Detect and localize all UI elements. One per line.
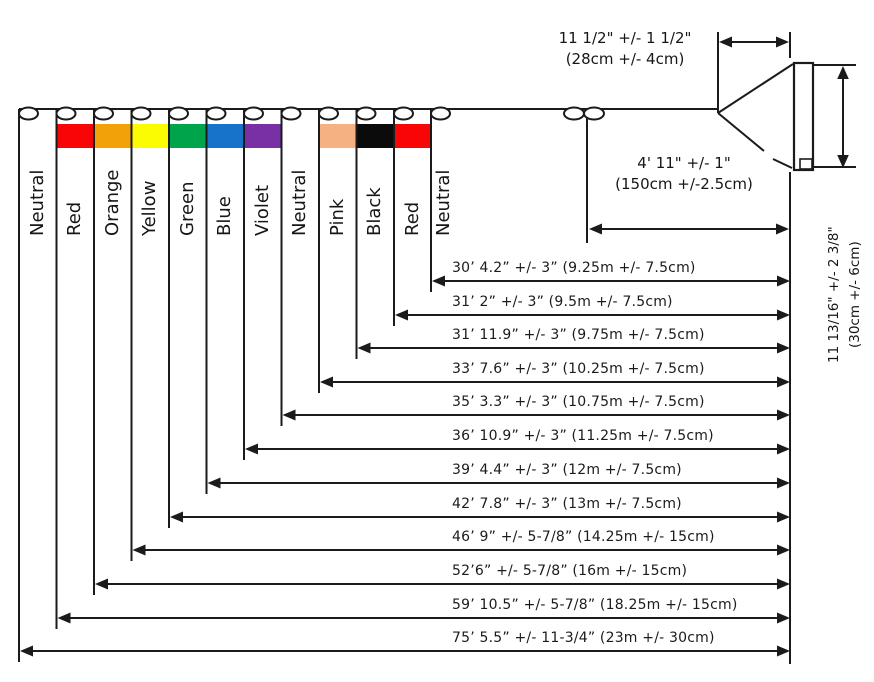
lead-length-note: 4' 11" +/- 1" (150cm +/-2.5cm): [584, 153, 784, 195]
dim-row-label: 46’ 9” +/- 5-7/8” (14.25m +/- 15cm): [452, 529, 715, 545]
dim-row-label: 31’ 2” +/- 3” (9.5m +/- 7.5cm): [452, 294, 673, 310]
ring-terminal-loop: [205, 106, 227, 121]
connector-body: [792, 61, 815, 172]
wire-label-neutral: Neutral: [26, 169, 48, 236]
dim-row-label: 30’ 4.2” +/- 3” (9.25m +/- 7.5cm): [452, 260, 696, 276]
lead-dim-left-arrowhead: [589, 223, 602, 235]
wire-label-neutral: Neutral: [433, 169, 454, 236]
lead-length-metric: (150cm +/-2.5cm): [615, 175, 753, 193]
wire-label-yellow: Yellow: [139, 180, 161, 236]
dim-left-arrowhead: [357, 342, 371, 354]
dim-row-label: 36’ 10.9” +/- 3” (11.25m +/- 7.5cm): [452, 428, 714, 444]
dim-left-arrowhead: [132, 544, 146, 556]
breakout-length-imperial: 11 1/2" +/- 1 1/2": [558, 29, 692, 47]
dim-right-arrowhead: [777, 477, 790, 489]
ring-terminal-loop: [430, 106, 451, 121]
ring-terminal-loop: [168, 106, 189, 121]
wire-label-black: Black: [364, 187, 386, 236]
lead-length-imperial: 4' 11" +/- 1": [637, 154, 731, 172]
wire-band-red: [394, 124, 431, 148]
dim-row-label: 31’ 11.9” +/- 3” (9.75m +/- 7.5cm): [452, 327, 705, 343]
dim-left-arrowhead: [207, 477, 221, 489]
ring-terminal-loop: [55, 106, 77, 121]
dim-right-arrowhead: [777, 275, 790, 287]
dim-right-arrowhead: [777, 578, 790, 590]
ring-terminal-loop: [130, 106, 152, 121]
dim-right-arrowhead: [777, 612, 790, 624]
dim-row-label: 33’ 7.6” +/- 3” (10.25m +/- 7.5cm): [452, 361, 705, 377]
wire-label-red: Red: [64, 201, 86, 236]
breakout-length-note: 11 1/2" +/- 1 1/2" (28cm +/- 4cm): [515, 28, 735, 70]
dim-left-arrowhead: [170, 511, 183, 523]
dim-right-arrowhead: [777, 511, 790, 523]
top-dim-right-arrowhead: [776, 36, 789, 48]
dim-row-label: 42’ 7.8” +/- 3” (13m +/- 7.5cm): [452, 496, 682, 512]
wire-band-violet: [244, 124, 282, 148]
dim-left-arrowhead: [395, 309, 408, 321]
dim-left-arrowhead: [245, 443, 258, 455]
ring-terminal-loop: [583, 106, 605, 121]
ring-terminal-loop: [563, 106, 585, 121]
connector-dim-up-arrowhead: [837, 66, 849, 79]
dim-right-arrowhead: [777, 544, 790, 556]
lead-dim-right-arrowhead: [776, 223, 789, 235]
ring-terminal-loop: [243, 106, 264, 121]
dim-left-arrowhead: [20, 645, 33, 657]
wire-label-pink: Pink: [326, 198, 348, 236]
wire-band-pink: [319, 124, 357, 148]
wire-band-blue: [206, 124, 244, 148]
wire-band-yellow: [131, 124, 169, 148]
dim-left-arrowhead: [320, 376, 333, 388]
dim-left-arrowhead: [432, 275, 445, 287]
ring-terminal-loop: [355, 106, 377, 121]
connector-height-note: 11 13/16" +/- 2 3/8" (30cm +/- 6cm): [824, 226, 866, 363]
wire-label-orange: Orange: [101, 169, 123, 236]
dim-right-arrowhead: [777, 409, 790, 421]
wire-label-red: Red: [401, 201, 423, 236]
dim-row-label: 52’6” +/- 5-7/8” (16m +/- 15cm): [452, 563, 688, 579]
dim-left-arrowhead: [57, 612, 71, 624]
connector-dim-down-arrowhead: [837, 155, 849, 168]
dim-left-arrowhead: [282, 409, 296, 421]
breakout-upper-line: [717, 63, 794, 114]
wire-band-orange: [94, 124, 132, 148]
wire-label-green: Green: [176, 181, 198, 236]
ring-terminal-loop: [280, 106, 302, 121]
dim-row-label: 59’ 10.5” +/- 5-7/8” (18.25m +/- 15cm): [452, 597, 738, 613]
dim-row-label: 75’ 5.5” +/- 11-3/4” (23m +/- 30cm): [452, 630, 715, 646]
breakout-length-metric: (28cm +/- 4cm): [565, 50, 685, 68]
ring-terminal-loop: [18, 106, 39, 121]
breakout-lower-line: [717, 112, 765, 152]
connector-height-imperial: 11 13/16" +/- 2 3/8": [826, 226, 842, 363]
dim-row-label: 39’ 4.4” +/- 3” (12m +/- 7.5cm): [452, 462, 682, 478]
dim-right-arrowhead: [777, 376, 790, 388]
wire-band-black: [356, 124, 394, 148]
wire-band-red: [56, 124, 94, 148]
ring-terminal-loop: [93, 106, 114, 121]
dim-right-arrowhead: [777, 342, 790, 354]
dim-left-arrowhead: [95, 578, 108, 590]
dim-right-arrowhead: [777, 309, 790, 321]
ring-terminal-loop: [393, 106, 414, 121]
dim-row-label: 35’ 3.3” +/- 3” (10.75m +/- 7.5cm): [452, 394, 705, 410]
dim-right-arrowhead: [777, 645, 790, 657]
wire-band-green: [169, 124, 207, 148]
connector-height-metric: (30cm +/- 6cm): [847, 241, 863, 349]
connector-latch-detail: [799, 158, 813, 170]
wire-label-blue: Blue: [214, 196, 236, 236]
wire-label-neutral: Neutral: [289, 169, 311, 236]
top-dim-left-arrowhead: [719, 36, 732, 48]
dim-right-arrowhead: [777, 443, 790, 455]
ring-terminal-loop: [318, 106, 339, 121]
breakout-lower-line-dash: [772, 158, 793, 169]
wire-label-violet: Violet: [251, 184, 273, 236]
